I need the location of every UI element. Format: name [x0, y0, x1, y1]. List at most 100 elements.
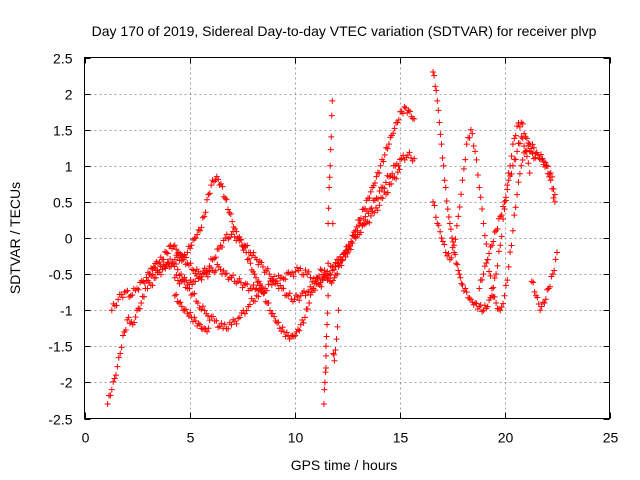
data-point: [447, 226, 454, 233]
data-point: [483, 241, 490, 248]
data-point: [212, 267, 219, 274]
data-point: [476, 285, 483, 292]
data-point: [430, 198, 437, 205]
data-point: [516, 140, 523, 147]
data-point: [395, 116, 402, 123]
data-point: [550, 194, 557, 201]
data-point: [283, 292, 290, 299]
data-point: [439, 238, 446, 245]
data-point: [438, 235, 445, 241]
data-point: [145, 269, 152, 276]
data-point: [115, 354, 122, 361]
data-points: [104, 68, 560, 408]
data-point: [190, 236, 196, 243]
data-point: [321, 386, 328, 393]
data-point: [131, 319, 138, 326]
data-point: [462, 285, 469, 292]
data-point: [132, 314, 139, 321]
series-track-b: [108, 149, 418, 314]
data-point: [324, 268, 331, 275]
data-point: [505, 170, 512, 177]
data-point: [480, 220, 487, 227]
grid-lines: [84, 57, 610, 419]
data-point: [330, 350, 337, 357]
data-point: [333, 336, 340, 343]
data-point: [502, 194, 509, 201]
data-point: [376, 188, 383, 195]
data-point: [381, 151, 388, 158]
chart-title: Day 170 of 2019, Sidereal Day-to-day VTE…: [92, 23, 597, 39]
data-point: [282, 276, 289, 283]
data-point: [213, 317, 220, 324]
data-point: [395, 162, 402, 169]
data-point: [188, 242, 195, 249]
data-point: [511, 212, 518, 219]
data-point: [323, 343, 329, 350]
data-point: [442, 184, 449, 191]
data-point: [265, 299, 272, 306]
data-point: [205, 191, 212, 198]
data-point: [366, 195, 373, 202]
data-point: [326, 184, 333, 191]
data-point: [516, 170, 523, 177]
data-point: [480, 271, 487, 278]
data-point: [205, 325, 212, 332]
x-tick-label: 10: [288, 430, 304, 446]
data-point: [330, 351, 337, 358]
data-point: [544, 286, 551, 293]
data-point: [260, 263, 266, 270]
data-point: [290, 333, 297, 340]
data-point: [533, 149, 540, 156]
data-point: [394, 169, 401, 176]
data-point: [122, 327, 129, 334]
data-point: [164, 250, 171, 257]
data-point: [445, 213, 452, 220]
data-point: [266, 271, 273, 278]
data-point: [242, 280, 249, 287]
data-point: [226, 319, 233, 326]
data-point: [108, 386, 115, 393]
data-point: [529, 141, 536, 148]
data-point: [458, 191, 465, 198]
data-point: [244, 242, 251, 249]
data-point: [309, 278, 316, 285]
data-point: [149, 282, 156, 289]
data-point: [239, 243, 246, 250]
data-point: [135, 286, 142, 293]
data-point: [143, 274, 150, 281]
data-point: [500, 203, 507, 210]
data-point: [258, 284, 265, 291]
data-point: [438, 141, 445, 148]
data-point: [514, 148, 521, 155]
data-point: [548, 273, 555, 280]
data-point: [531, 288, 538, 295]
data-point: [449, 235, 455, 241]
data-point: [190, 267, 197, 274]
data-point: [384, 189, 391, 196]
data-point: [452, 251, 459, 258]
data-point: [525, 140, 532, 147]
data-point: [332, 272, 339, 279]
data-point: [370, 182, 377, 189]
data-point: [171, 292, 178, 299]
data-point: [443, 197, 450, 204]
data-point: [220, 267, 227, 274]
data-point: [222, 195, 229, 202]
data-point: [323, 352, 329, 359]
data-point: [320, 401, 327, 408]
data-point: [437, 228, 444, 235]
data-point: [138, 299, 145, 306]
data-point: [487, 272, 494, 279]
data-point: [436, 119, 443, 126]
data-point: [280, 285, 287, 292]
data-point: [505, 263, 512, 270]
data-point: [317, 279, 324, 286]
data-point: [518, 162, 525, 169]
y-axis-label: SDTVAR / TECUs: [7, 182, 23, 294]
data-point: [263, 287, 270, 294]
data-point: [448, 254, 455, 261]
data-point: [512, 132, 519, 139]
data-point: [171, 242, 178, 249]
data-point: [241, 310, 248, 317]
data-point: [194, 231, 201, 238]
